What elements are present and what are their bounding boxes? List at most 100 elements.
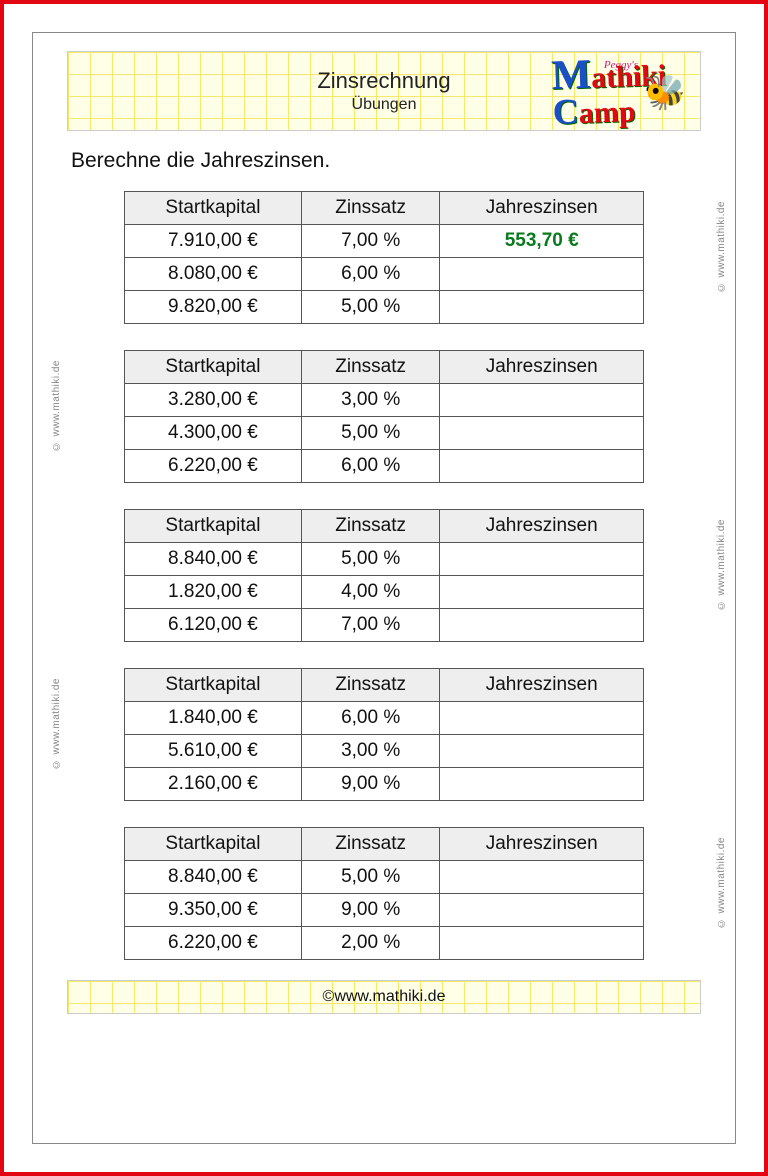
interest-table: StartkapitalZinssatzJahreszinsen1.840,00… xyxy=(124,668,644,801)
table-row: 9.350,00 €9,00 % xyxy=(125,894,644,927)
outer-frame: Zinsrechnung Übungen Peggy's Mathiki Cam… xyxy=(0,0,768,1176)
interest-table: StartkapitalZinssatzJahreszinsen8.840,00… xyxy=(124,827,644,960)
interest-table: StartkapitalZinssatzJahreszinsen7.910,00… xyxy=(124,191,644,324)
interest-table: StartkapitalZinssatzJahreszinsen3.280,00… xyxy=(124,350,644,483)
watermark-text: © www.mathiki.de xyxy=(716,837,727,928)
table-row: 7.910,00 €7,00 %553,70 € xyxy=(125,225,644,258)
column-header: Startkapital xyxy=(125,828,302,861)
cell-capital: 6.220,00 € xyxy=(125,927,302,960)
cell-rate: 6,00 % xyxy=(301,702,440,735)
cell-interest xyxy=(440,450,644,483)
table-row: 2.160,00 €9,00 % xyxy=(125,768,644,801)
column-header: Startkapital xyxy=(125,510,302,543)
brand-logo: Peggy's Mathiki Camp 🐝 xyxy=(524,55,694,127)
watermark-text: © www.mathiki.de xyxy=(51,360,62,451)
cell-capital: 9.820,00 € xyxy=(125,291,302,324)
cell-capital: 8.840,00 € xyxy=(125,861,302,894)
cell-interest xyxy=(440,384,644,417)
column-header: Jahreszinsen xyxy=(440,669,644,702)
column-header: Jahreszinsen xyxy=(440,192,644,225)
column-header: Zinssatz xyxy=(301,192,440,225)
cell-interest xyxy=(440,609,644,642)
cell-capital: 1.840,00 € xyxy=(125,702,302,735)
cell-rate: 7,00 % xyxy=(301,609,440,642)
footer-banner: ©www.mathiki.de xyxy=(67,980,701,1014)
cell-rate: 5,00 % xyxy=(301,861,440,894)
cell-rate: 3,00 % xyxy=(301,384,440,417)
cell-rate: 5,00 % xyxy=(301,543,440,576)
cell-rate: 6,00 % xyxy=(301,258,440,291)
cell-interest xyxy=(440,735,644,768)
cell-interest xyxy=(440,861,644,894)
table-row: 8.080,00 €6,00 % xyxy=(125,258,644,291)
watermark-text: © www.mathiki.de xyxy=(716,201,727,292)
cell-interest xyxy=(440,702,644,735)
column-header: Zinssatz xyxy=(301,669,440,702)
interest-table: StartkapitalZinssatzJahreszinsen8.840,00… xyxy=(124,509,644,642)
table-row: 4.300,00 €5,00 % xyxy=(125,417,644,450)
cell-interest xyxy=(440,258,644,291)
column-header: Jahreszinsen xyxy=(440,351,644,384)
column-header: Startkapital xyxy=(125,351,302,384)
cell-rate: 7,00 % xyxy=(301,225,440,258)
cell-capital: 3.280,00 € xyxy=(125,384,302,417)
cell-capital: 1.820,00 € xyxy=(125,576,302,609)
column-header: Zinssatz xyxy=(301,828,440,861)
cell-interest xyxy=(440,927,644,960)
cell-interest: 553,70 € xyxy=(440,225,644,258)
cell-capital: 7.910,00 € xyxy=(125,225,302,258)
cell-rate: 9,00 % xyxy=(301,768,440,801)
table-row: 3.280,00 €3,00 % xyxy=(125,384,644,417)
cell-rate: 5,00 % xyxy=(301,291,440,324)
page-title: Zinsrechnung xyxy=(317,67,450,95)
table-group: © www.mathiki.deStartkapitalZinssatzJahr… xyxy=(75,509,693,642)
table-row: 9.820,00 €5,00 % xyxy=(125,291,644,324)
cell-rate: 5,00 % xyxy=(301,417,440,450)
table-row: 5.610,00 €3,00 % xyxy=(125,735,644,768)
page-subtitle: Übungen xyxy=(317,95,450,115)
header-banner: Zinsrechnung Übungen Peggy's Mathiki Cam… xyxy=(67,51,701,131)
cell-capital: 8.840,00 € xyxy=(125,543,302,576)
table-row: 1.840,00 €6,00 % xyxy=(125,702,644,735)
column-header: Startkapital xyxy=(125,192,302,225)
table-row: 1.820,00 €4,00 % xyxy=(125,576,644,609)
cell-interest xyxy=(440,894,644,927)
cell-capital: 5.610,00 € xyxy=(125,735,302,768)
cell-capital: 4.300,00 € xyxy=(125,417,302,450)
worksheet-page: Zinsrechnung Übungen Peggy's Mathiki Cam… xyxy=(32,32,736,1144)
watermark-text: © www.mathiki.de xyxy=(716,519,727,610)
table-group: © www.mathiki.deStartkapitalZinssatzJahr… xyxy=(75,350,693,483)
table-row: 8.840,00 €5,00 % xyxy=(125,543,644,576)
tables-container: © www.mathiki.deStartkapitalZinssatzJahr… xyxy=(67,191,701,960)
cell-capital: 8.080,00 € xyxy=(125,258,302,291)
table-group: © www.mathiki.deStartkapitalZinssatzJahr… xyxy=(75,668,693,801)
cell-rate: 6,00 % xyxy=(301,450,440,483)
column-header: Jahreszinsen xyxy=(440,828,644,861)
cell-interest xyxy=(440,576,644,609)
cell-rate: 2,00 % xyxy=(301,927,440,960)
column-header: Zinssatz xyxy=(301,510,440,543)
cell-interest xyxy=(440,543,644,576)
cell-capital: 6.120,00 € xyxy=(125,609,302,642)
instruction-text: Berechne die Jahreszinsen. xyxy=(71,149,701,173)
column-header: Zinssatz xyxy=(301,351,440,384)
table-row: 6.220,00 €2,00 % xyxy=(125,927,644,960)
table-group: © www.mathiki.deStartkapitalZinssatzJahr… xyxy=(75,827,693,960)
column-header: Jahreszinsen xyxy=(440,510,644,543)
cell-interest xyxy=(440,417,644,450)
table-row: 8.840,00 €5,00 % xyxy=(125,861,644,894)
table-row: 6.120,00 €7,00 % xyxy=(125,609,644,642)
table-row: 6.220,00 €6,00 % xyxy=(125,450,644,483)
watermark-text: © www.mathiki.de xyxy=(51,678,62,769)
cell-capital: 9.350,00 € xyxy=(125,894,302,927)
bee-icon: 🐝 xyxy=(644,73,686,113)
cell-capital: 2.160,00 € xyxy=(125,768,302,801)
cell-rate: 4,00 % xyxy=(301,576,440,609)
cell-capital: 6.220,00 € xyxy=(125,450,302,483)
cell-rate: 3,00 % xyxy=(301,735,440,768)
column-header: Startkapital xyxy=(125,669,302,702)
cell-rate: 9,00 % xyxy=(301,894,440,927)
table-group: © www.mathiki.deStartkapitalZinssatzJahr… xyxy=(75,191,693,324)
cell-interest xyxy=(440,768,644,801)
cell-interest xyxy=(440,291,644,324)
